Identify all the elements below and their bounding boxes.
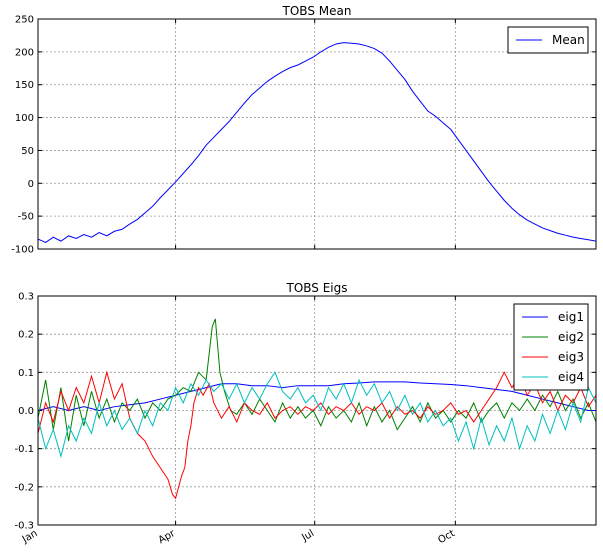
y-tick-label: 0.0 (18, 406, 34, 417)
y-tick-label: 0.1 (18, 368, 34, 379)
chart-title: TOBS Mean (282, 4, 352, 18)
legend-box (507, 26, 589, 54)
legend: eig1 eig2 eig3 eig4 (513, 303, 589, 391)
y-tick-label: -50 (18, 212, 34, 223)
y-tick-label: -0.2 (14, 482, 34, 493)
y-tick-label: 0.3 (18, 292, 34, 303)
y-tick-label: 0 (28, 179, 34, 190)
y-tick-label: 200 (15, 47, 34, 58)
legend-label: Mean (552, 33, 585, 47)
y-tick-label: -0.3 (14, 521, 34, 532)
y-tick-label: 50 (21, 146, 34, 157)
y-tick-label: 250 (15, 15, 34, 26)
legend-label: eig1 (558, 310, 584, 324)
y-tick-label: 100 (15, 113, 34, 124)
legend-label: eig4 (558, 370, 584, 384)
series-line-eig4 (38, 371, 596, 459)
legend-box (513, 303, 589, 391)
chart-title: TOBS Eigs (285, 281, 347, 295)
legend: Mean (507, 26, 589, 54)
plot-frame (37, 18, 597, 250)
plot-frame (37, 295, 597, 526)
series-line-eig3 (38, 370, 596, 500)
y-tick-label: 150 (15, 80, 34, 91)
y-tick-label: 0.2 (18, 330, 34, 341)
chart-1: TOBS Mean -100 -50 0 50 100 150 200 250 Mean (11, 4, 597, 256)
legend-label: eig2 (558, 330, 584, 344)
series-line-mean (38, 42, 596, 243)
legend-label: eig3 (558, 350, 584, 364)
y-tick-label: -100 (11, 245, 34, 256)
y-tick-label: -0.1 (14, 444, 34, 455)
series-line-eig2 (38, 318, 596, 442)
series-line-eig1 (38, 381, 596, 412)
